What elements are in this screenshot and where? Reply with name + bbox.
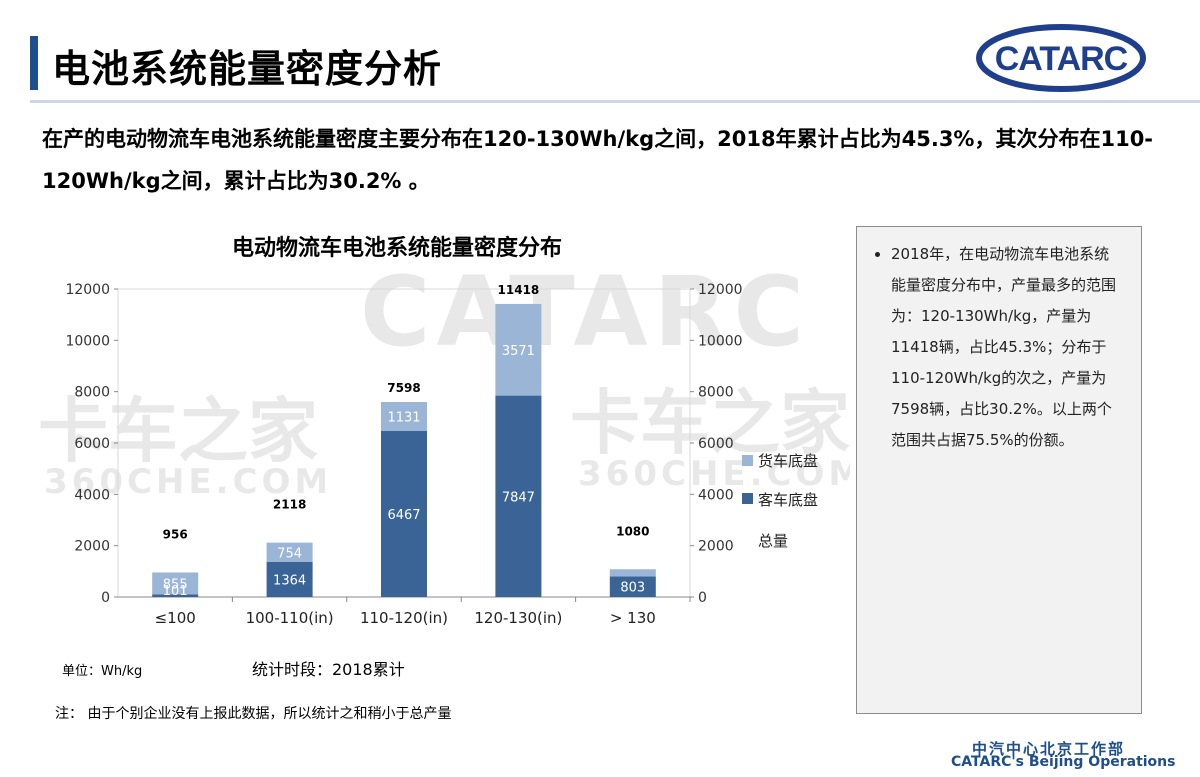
legend-swatch-bus: [742, 493, 753, 504]
bar-bus: [266, 561, 313, 597]
chart-title: 电动物流车电池系统能量密度分布: [232, 235, 562, 261]
logo-text: CATARC: [995, 40, 1128, 78]
unit-label: 单位：Wh/kg: [62, 664, 143, 679]
title-accent-bar: [30, 36, 38, 90]
footer-org-cn: 中汽中心北京工作部: [972, 740, 1126, 758]
data-label-truck: 3571: [502, 344, 535, 359]
data-label-bus: 101: [163, 584, 188, 599]
period-label: 统计时段：2018累计: [252, 660, 405, 679]
bar-bus: [495, 395, 542, 597]
watermark: CATARC 卡车之家 360CHE.COM 卡车之家 360CHE.COM: [38, 256, 850, 502]
footnote: 注： 由于个别企业没有上报此数据，所以统计之和稍小于总产量: [55, 706, 452, 722]
bar-bus: [152, 594, 199, 597]
y-tick-label-left: 10000: [65, 333, 110, 349]
legend-swatch-truck: [742, 455, 753, 466]
bar-truck: [266, 542, 313, 562]
bar-truck: [609, 569, 656, 577]
x-tick-label: > 130: [610, 609, 656, 627]
y-tick-label-left: 8000: [74, 385, 110, 401]
watermark-brand: CATARC: [360, 256, 810, 368]
legend-label-truck: 货车底盘: [758, 452, 818, 470]
footer-org-en: CATARC's Beijing Operations: [951, 754, 1176, 770]
bar-truck: [152, 572, 199, 595]
watermark-en-right: 360CHE.COM: [578, 454, 850, 494]
data-label-truck: 855: [163, 577, 188, 592]
legend-label-total: 总量: [758, 532, 788, 550]
y-tick-label-left: 2000: [74, 539, 110, 555]
y-tick-label-left: 0: [101, 590, 110, 606]
data-label-truck: 754: [277, 546, 302, 561]
y-tick-label-right: 12000: [698, 282, 743, 298]
y-tick-label-right: 10000: [698, 333, 743, 349]
data-label-total: 1080: [616, 524, 649, 538]
y-tick-label-right: 6000: [698, 436, 734, 452]
y-tick-label-left: 12000: [65, 282, 110, 298]
bar-truck: [495, 303, 542, 396]
legend-label-bus: 客车底盘: [758, 491, 818, 509]
summary-panel: 2018年，在电动物流车电池系统能量密度分布中，产量最多的范围为：120-130…: [856, 226, 1142, 714]
y-tick-label-right: 0: [698, 590, 707, 606]
data-label-bus: 6467: [387, 508, 420, 523]
plot-area: 0 0 2000 2000 4000 4000 6000 6000 8000 8000 10000 1…: [65, 282, 742, 627]
y-tick-label-right: 2000: [698, 539, 734, 555]
data-label-total: 7598: [387, 381, 420, 395]
bar-bus: [381, 431, 427, 597]
summary-text: 2018年，在电动物流车电池系统能量密度分布中，产量最多的范围为：120-130…: [891, 239, 1123, 456]
intro-paragraph: 在产的电动物流车电池系统能量密度主要分布在120-130Wh/kg之间，2018…: [42, 127, 1154, 193]
bar-bus: [609, 576, 656, 597]
y-tick-label-right: 8000: [698, 385, 734, 401]
watermark-cn-right: 卡车之家: [570, 382, 850, 464]
chart: CATARC 卡车之家 360CHE.COM 卡车之家 360CHE.COM 电…: [38, 235, 850, 627]
bar-truck: [381, 401, 427, 432]
catarc-logo: CATARC: [976, 24, 1146, 92]
page-title: 电池系统能量密度分析: [52, 47, 443, 91]
data-label-bus: 7847: [502, 490, 535, 505]
data-label-bus: 1364: [273, 573, 306, 588]
y-tick-label-left: 4000: [74, 487, 110, 503]
data-label-total: 2118: [273, 498, 306, 512]
y-tick-label-right: 4000: [698, 487, 734, 503]
x-tick-label: ≤100: [155, 609, 196, 627]
data-label-truck: 1131: [387, 410, 420, 425]
x-tick-label: 120-130(in): [474, 609, 562, 627]
x-tick-label: 100-110(in): [246, 609, 334, 627]
title-divider: [30, 100, 1200, 103]
x-tick-label: 110-120(in): [360, 609, 448, 627]
data-label-total: 956: [163, 527, 188, 541]
y-tick-label-left: 6000: [74, 436, 110, 452]
data-label-bus: 803: [620, 581, 645, 596]
legend: 货车底盘 客车底盘 总量: [742, 452, 818, 550]
data-label-total: 11418: [498, 283, 540, 297]
watermark-en-left: 360CHE.COM: [44, 462, 332, 502]
watermark-cn-left: 卡车之家: [38, 390, 318, 472]
data-label-truck: 277: [620, 556, 645, 571]
